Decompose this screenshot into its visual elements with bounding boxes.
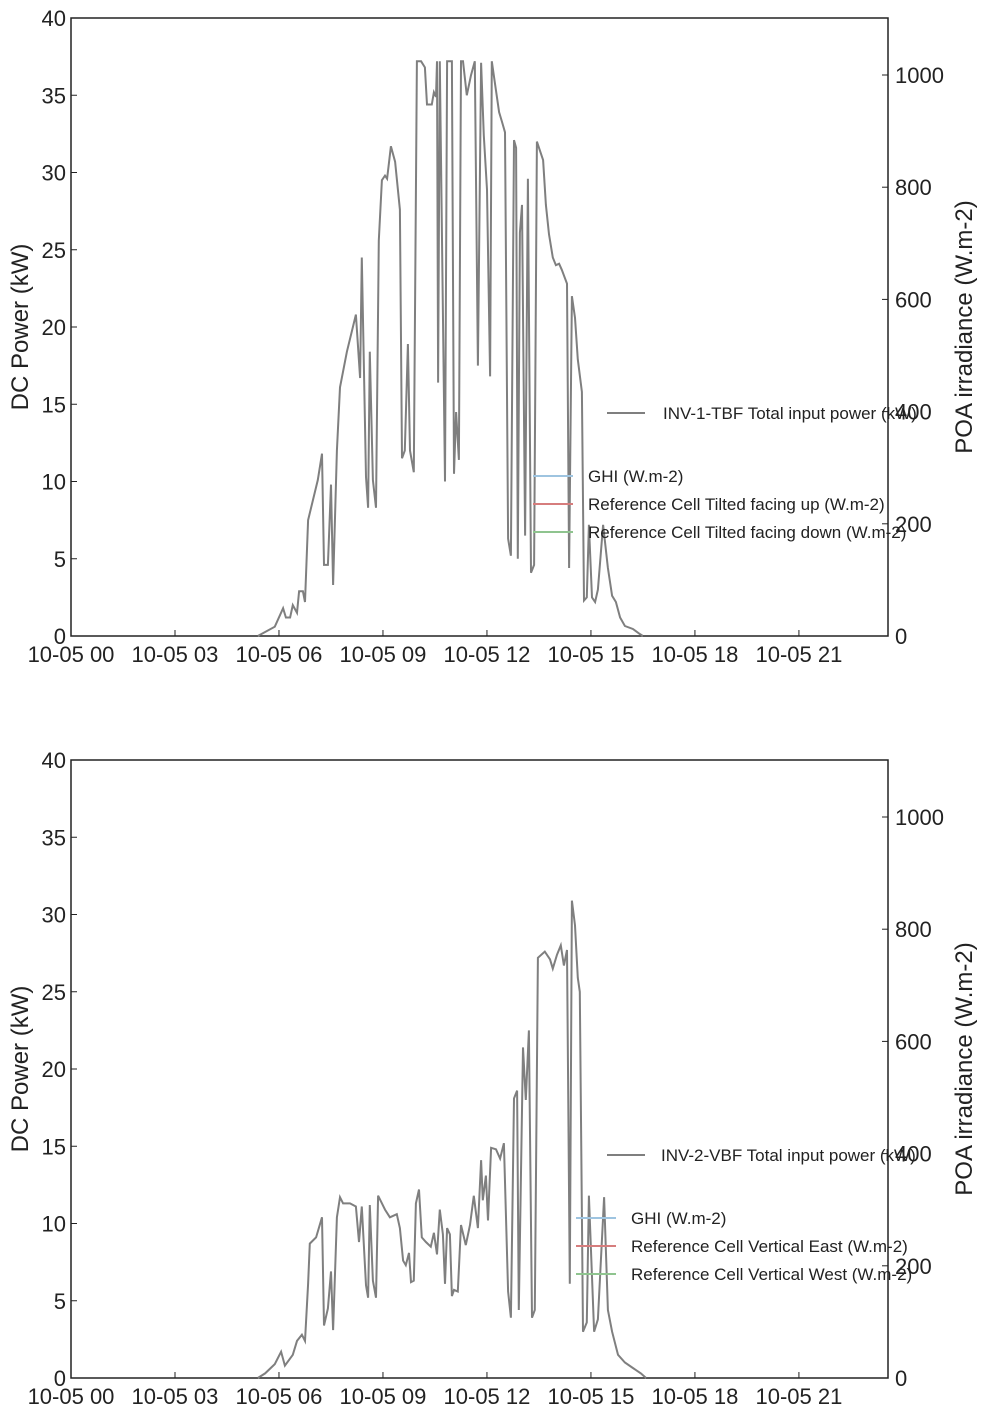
y-tick-label: 5 <box>54 1289 66 1314</box>
x-tick-label: 10-05 21 <box>755 1384 842 1409</box>
y-tick-label: 20 <box>42 1057 66 1082</box>
y-tick-label: 25 <box>42 238 66 263</box>
x-tick-label: 10-05 03 <box>132 1384 219 1409</box>
x-tick-label: 10-05 06 <box>236 642 323 667</box>
data-line <box>257 60 644 637</box>
y-tick-label: 15 <box>42 1134 66 1159</box>
y-tick-label: 0 <box>54 1366 66 1391</box>
x-tick-label: 10-05 06 <box>236 1384 323 1409</box>
x-tick-label: 10-05 15 <box>548 1384 635 1409</box>
y-tick-label: 10 <box>42 470 66 495</box>
y2-tick-label: 1000 <box>895 805 944 830</box>
x-tick-label: 10-05 18 <box>651 642 738 667</box>
x-tick-label: 10-05 09 <box>340 1384 427 1409</box>
y2-tick-label: 600 <box>895 287 932 312</box>
y2-tick-label: 800 <box>895 917 932 942</box>
y2-tick-label: 400 <box>895 400 932 425</box>
legend-label: INV-1-TBF Total input power (kW) <box>663 404 917 423</box>
y-tick-label: 30 <box>42 903 66 928</box>
legend-label: Reference Cell Tilted facing up (W.m-2) <box>588 495 885 514</box>
legend-label: INV-2-VBF Total input power (kW) <box>661 1146 916 1165</box>
y-axis-label: DC Power (kW) <box>7 244 34 411</box>
data-line <box>257 900 647 1379</box>
y-tick-label: 5 <box>54 547 66 572</box>
legend-label: GHI (W.m-2) <box>631 1209 726 1228</box>
x-tick-label: 10-05 15 <box>548 642 635 667</box>
y-tick-label: 10 <box>42 1212 66 1237</box>
y-tick-label: 25 <box>42 980 66 1005</box>
y2-tick-label: 200 <box>895 512 932 537</box>
y-tick-label: 15 <box>42 392 66 417</box>
y2-tick-label: 0 <box>895 624 907 649</box>
y-tick-label: 35 <box>42 83 66 108</box>
y-tick-label: 20 <box>42 315 66 340</box>
y2-tick-label: 200 <box>895 1254 932 1279</box>
x-tick-label: 10-05 00 <box>28 1384 115 1409</box>
x-tick-label: 10-05 21 <box>755 642 842 667</box>
legend-label: Reference Cell Vertical West (W.m-2) <box>631 1265 912 1284</box>
x-tick-label: 10-05 18 <box>651 1384 738 1409</box>
x-tick-label: 10-05 12 <box>444 1384 531 1409</box>
y2-tick-label: 0 <box>895 1366 907 1391</box>
x-tick-label: 10-05 12 <box>444 642 531 667</box>
plot-frame <box>70 17 889 637</box>
y-tick-label: 35 <box>42 825 66 850</box>
y-tick-label: 30 <box>42 161 66 186</box>
y2-axis-label: POA irradiance (W.m-2) <box>951 942 978 1195</box>
y2-tick-label: 400 <box>895 1142 932 1167</box>
y2-axis-label: POA irradiance (W.m-2) <box>951 200 978 453</box>
legend-label: Reference Cell Tilted facing down (W.m-2… <box>588 523 906 542</box>
y2-tick-label: 800 <box>895 175 932 200</box>
x-tick-label: 10-05 00 <box>28 642 115 667</box>
x-tick-label: 10-05 03 <box>132 642 219 667</box>
plot-frame <box>70 759 889 1379</box>
y2-tick-label: 1000 <box>895 63 944 88</box>
legend-label: Reference Cell Vertical East (W.m-2) <box>631 1237 908 1256</box>
y-tick-label: 0 <box>54 624 66 649</box>
x-tick-label: 10-05 09 <box>340 642 427 667</box>
y-tick-label: 40 <box>42 748 66 773</box>
y-tick-label: 40 <box>42 6 66 31</box>
y2-tick-label: 600 <box>895 1029 932 1054</box>
legend-label: GHI (W.m-2) <box>588 467 683 486</box>
y-axis-label: DC Power (kW) <box>7 986 34 1153</box>
